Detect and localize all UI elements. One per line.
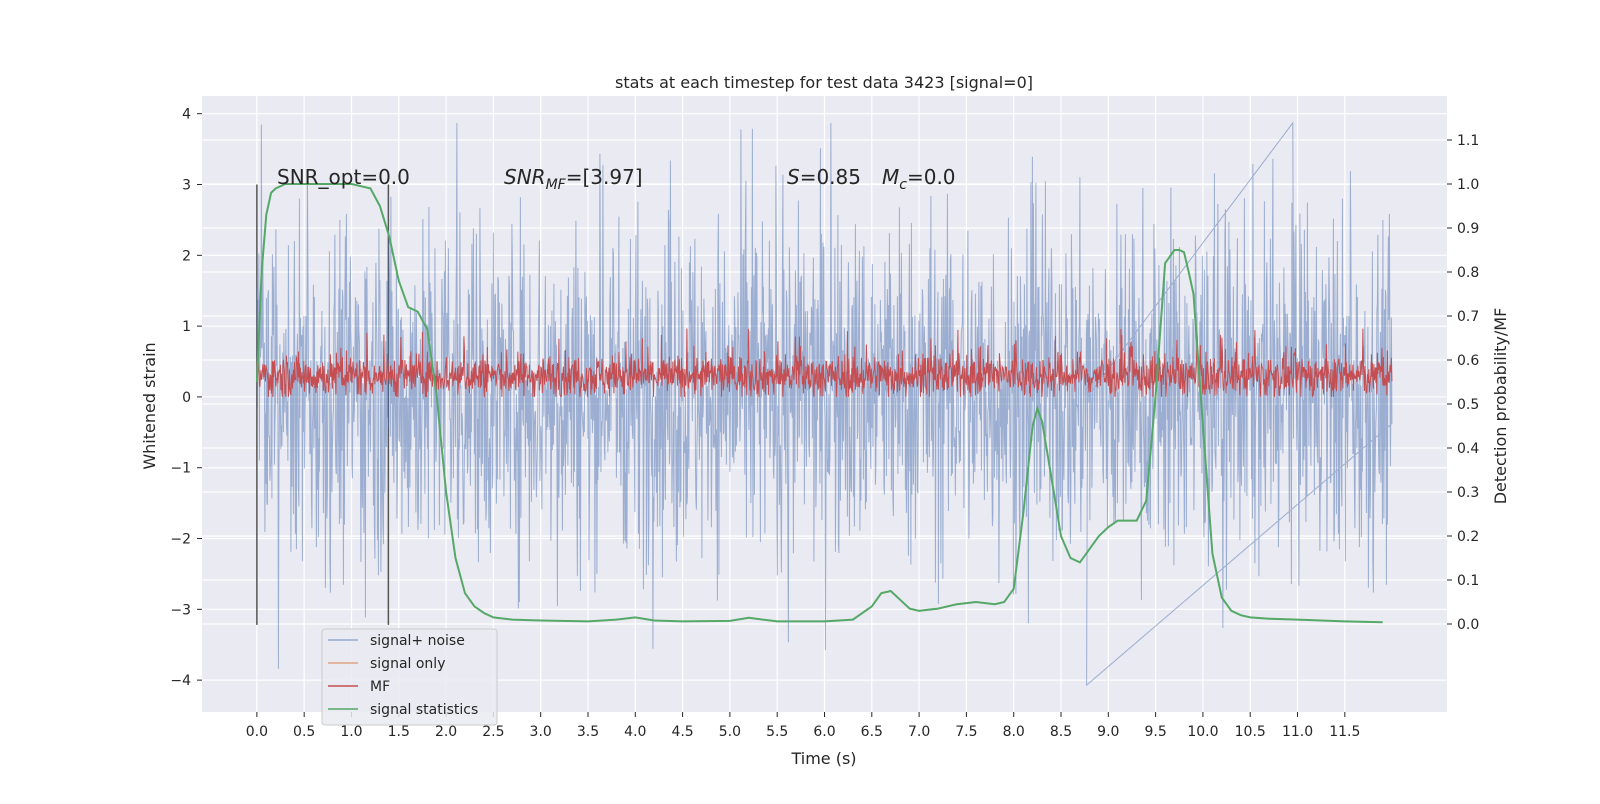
x-tick-label-9: 4.5 — [671, 724, 693, 740]
series-group — [255, 121, 1393, 687]
x-tick-label-20: 10.0 — [1187, 724, 1218, 740]
x-tick-labels: 0.0 0.5 1.0 1.5 2.0 2.5 3.0 3.5 4.0 4.5 5.0 5.5 6.0 6… — [246, 712, 1360, 740]
legend-label-mf: MF — [370, 679, 390, 695]
x-tick-label-14: 7.0 — [908, 724, 930, 740]
y-tick-label-2: −2 — [170, 532, 191, 548]
s-value: =0.85 — [800, 165, 861, 189]
x-tick-label-2: 1.0 — [340, 724, 362, 740]
x-tick-label-12: 6.0 — [813, 724, 835, 740]
x-tick-label-7: 3.5 — [577, 724, 599, 740]
x-tick-label-16: 8.0 — [1003, 724, 1025, 740]
y-tick-label-8: 4 — [182, 107, 191, 123]
y2-tick-label-1: 0.1 — [1457, 573, 1479, 589]
x-tick-label-17: 8.5 — [1050, 724, 1072, 740]
y-tick-label-5: 1 — [182, 319, 191, 335]
y-axis-label: Whitened strain — [140, 342, 159, 469]
y-tick-label-0: −4 — [170, 673, 191, 689]
y-tick-label-7: 3 — [182, 178, 191, 194]
x-tick-label-13: 6.5 — [861, 724, 883, 740]
y2-tick-label-4: 0.4 — [1457, 441, 1479, 457]
y2-tick-label-0: 0.0 — [1457, 617, 1479, 633]
y2-tick-label-7: 0.7 — [1457, 309, 1479, 325]
x-tick-label-10: 5.0 — [719, 724, 741, 740]
y2-tick-label-3: 0.3 — [1457, 485, 1479, 501]
x-tick-label-1: 0.5 — [293, 724, 315, 740]
y-tick-label-3: −1 — [170, 461, 191, 477]
mc-annotation: Mc=0.0 — [882, 165, 956, 193]
x-axis-label: Time (s) — [790, 749, 856, 768]
s-symbol: S — [787, 165, 800, 189]
mc-value: =0.0 — [907, 165, 956, 189]
snr-opt-annotation: SNR_opt=0.0 — [277, 165, 410, 189]
x-tick-label-3: 1.5 — [388, 724, 410, 740]
legend-label-signal-statistics: signal statistics — [370, 702, 478, 718]
s-annotation: S=0.85 — [787, 165, 861, 189]
legend: signal+ noise signal only MF signal stat… — [321, 628, 498, 726]
y-tick-label-1: −3 — [170, 602, 191, 618]
series-signal-statistics — [255, 183, 1383, 624]
y-tick-label-4: 0 — [182, 390, 191, 406]
legend-box — [321, 628, 498, 726]
x-tick-label-6: 3.0 — [530, 724, 552, 740]
mc-symbol: M — [882, 165, 899, 189]
snr-mf-subscript: MF — [546, 177, 567, 193]
x-tick-label-0: 0.0 — [246, 724, 268, 740]
chart-title: stats at each timestep for test data 342… — [615, 73, 1033, 92]
x-tick-label-18: 9.0 — [1097, 724, 1119, 740]
snr-mf-value: =[3.97] — [566, 165, 643, 189]
x-tick-label-22: 11.0 — [1282, 724, 1313, 740]
y2-tick-label-9: 0.9 — [1457, 221, 1479, 237]
snr-mf-annotation: SNRMF=[3.97] — [504, 165, 643, 193]
x-tick-label-19: 9.5 — [1144, 724, 1166, 740]
snr-mf-symbol: SNR — [504, 165, 546, 189]
mc-subscript: c — [899, 177, 907, 193]
x-tick-label-5: 2.5 — [482, 724, 504, 740]
y2-tick-labels: 0.0 0.1 0.2 0.3 0.4 0.5 0.6 0.7 0.8 0.9 1.0 1.1 — [1447, 133, 1479, 633]
series-mf — [256, 328, 1393, 398]
x-tick-label-11: 5.5 — [766, 724, 788, 740]
legend-label-signal-only: signal only — [370, 656, 445, 672]
series-signal-noise — [256, 121, 1393, 687]
x-tick-label-8: 4.0 — [624, 724, 646, 740]
x-tick-label-4: 2.0 — [435, 724, 457, 740]
legend-label-signal-noise: signal+ noise — [370, 633, 465, 649]
x-tick-label-21: 10.5 — [1235, 724, 1266, 740]
y2-tick-label-8: 0.8 — [1457, 265, 1479, 281]
y2-axis-label: Detection probability/MF — [1491, 308, 1510, 505]
x-tick-label-23: 11.5 — [1329, 724, 1360, 740]
y-tick-label-6: 2 — [182, 248, 191, 264]
y2-tick-label-6: 0.6 — [1457, 353, 1479, 369]
y2-tick-label-10: 1.0 — [1457, 177, 1479, 193]
y2-tick-label-5: 0.5 — [1457, 397, 1479, 413]
y-tick-labels: −4 −3 −2 −1 0 1 2 3 4 — [170, 107, 202, 689]
y2-tick-label-11: 1.1 — [1457, 133, 1479, 149]
y2-tick-label-2: 0.2 — [1457, 529, 1479, 545]
x-tick-label-15: 7.5 — [955, 724, 977, 740]
